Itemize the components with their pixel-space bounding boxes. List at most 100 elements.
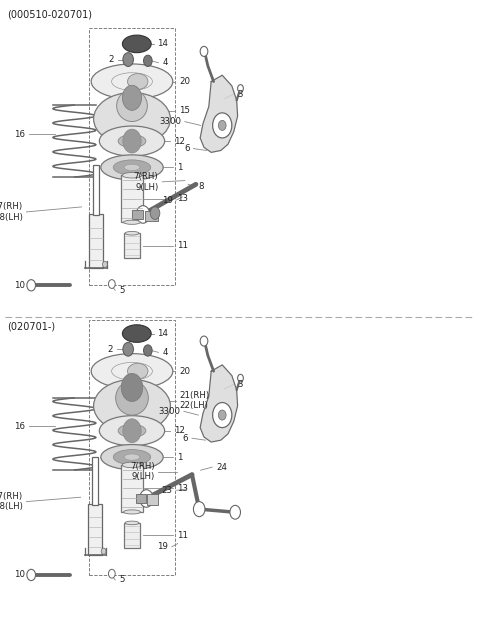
Text: 21(RH)
22(LH): 21(RH) 22(LH) (180, 391, 210, 410)
Circle shape (140, 490, 153, 507)
Text: 3300: 3300 (159, 117, 181, 126)
Ellipse shape (125, 231, 139, 235)
Text: 23: 23 (162, 486, 173, 495)
Bar (145, 211, 158, 221)
Text: 16: 16 (14, 130, 25, 139)
Circle shape (230, 505, 240, 519)
Ellipse shape (116, 381, 148, 415)
Ellipse shape (113, 160, 151, 175)
Circle shape (27, 280, 36, 291)
Text: 14: 14 (157, 40, 168, 48)
Circle shape (238, 374, 243, 382)
Text: 14: 14 (157, 329, 168, 338)
Text: 15: 15 (179, 107, 190, 115)
Circle shape (123, 419, 141, 443)
Text: 11: 11 (177, 531, 188, 540)
Bar (88, 214, 104, 268)
Text: 1: 1 (177, 163, 182, 172)
Text: 17(RH)
18(LH): 17(RH) 18(LH) (0, 203, 23, 221)
Ellipse shape (122, 172, 142, 178)
Text: 11: 11 (177, 241, 188, 250)
Text: (000510-020701): (000510-020701) (7, 9, 92, 19)
Text: 13: 13 (177, 194, 188, 203)
Ellipse shape (94, 93, 170, 145)
Ellipse shape (94, 379, 170, 432)
Ellipse shape (117, 90, 147, 122)
Text: 10: 10 (14, 571, 25, 579)
Text: (020701-): (020701-) (7, 322, 55, 332)
Circle shape (144, 55, 152, 66)
Bar (88, 504, 102, 554)
Bar (124, 523, 140, 548)
Ellipse shape (91, 354, 173, 389)
Circle shape (238, 85, 243, 92)
Text: 3: 3 (238, 90, 243, 98)
Ellipse shape (101, 155, 163, 180)
Text: 6: 6 (183, 434, 188, 443)
Ellipse shape (91, 64, 173, 99)
Ellipse shape (118, 424, 146, 437)
Text: 7(RH)
9(LH): 7(RH) 9(LH) (130, 462, 155, 481)
Text: 6: 6 (184, 144, 190, 153)
Circle shape (144, 345, 152, 356)
Circle shape (123, 53, 133, 66)
Text: 20: 20 (179, 77, 190, 86)
Ellipse shape (123, 510, 141, 514)
Ellipse shape (122, 325, 151, 342)
Circle shape (101, 548, 106, 554)
Circle shape (108, 280, 115, 288)
Ellipse shape (99, 126, 165, 156)
Bar (124, 233, 140, 258)
Text: 12: 12 (174, 426, 185, 435)
Text: 2: 2 (108, 345, 113, 354)
Circle shape (213, 113, 232, 138)
Circle shape (121, 374, 143, 401)
Text: 1: 1 (177, 453, 182, 461)
Circle shape (27, 569, 36, 581)
Polygon shape (200, 75, 238, 152)
Text: 20: 20 (179, 367, 190, 376)
Ellipse shape (101, 445, 163, 470)
Bar (121, 465, 143, 512)
Text: 4: 4 (162, 58, 168, 67)
Ellipse shape (122, 35, 151, 53)
Text: 7(RH)
9(LH): 7(RH) 9(LH) (134, 172, 158, 191)
Bar (121, 175, 143, 222)
Circle shape (122, 85, 142, 110)
Text: 19: 19 (162, 196, 173, 204)
Text: 19: 19 (157, 542, 168, 551)
Text: 16: 16 (14, 422, 25, 431)
Ellipse shape (124, 164, 140, 171)
Circle shape (218, 120, 226, 130)
Circle shape (200, 336, 208, 346)
Ellipse shape (128, 363, 148, 379)
Text: 17(RH)
18(LH): 17(RH) 18(LH) (0, 492, 23, 511)
Ellipse shape (124, 454, 140, 460)
Circle shape (123, 129, 141, 153)
Circle shape (200, 46, 208, 56)
Text: 8: 8 (198, 182, 204, 191)
Bar (93, 164, 99, 216)
Ellipse shape (123, 220, 141, 224)
Text: 5: 5 (119, 286, 124, 295)
Ellipse shape (99, 416, 165, 446)
Bar (132, 210, 143, 219)
Circle shape (218, 410, 226, 420)
Circle shape (103, 261, 108, 268)
Ellipse shape (118, 135, 146, 147)
Ellipse shape (125, 521, 139, 525)
Text: 5: 5 (119, 576, 124, 584)
Text: 4: 4 (162, 348, 168, 357)
Text: 13: 13 (177, 484, 188, 493)
Ellipse shape (122, 462, 142, 468)
Text: 3: 3 (238, 380, 243, 389)
Polygon shape (200, 365, 238, 442)
Bar (92, 458, 98, 505)
Text: 2: 2 (108, 55, 114, 64)
Text: 10: 10 (14, 281, 25, 290)
Circle shape (193, 502, 205, 517)
Bar (147, 494, 158, 505)
Circle shape (150, 207, 160, 219)
Circle shape (123, 342, 133, 356)
Circle shape (108, 569, 115, 578)
